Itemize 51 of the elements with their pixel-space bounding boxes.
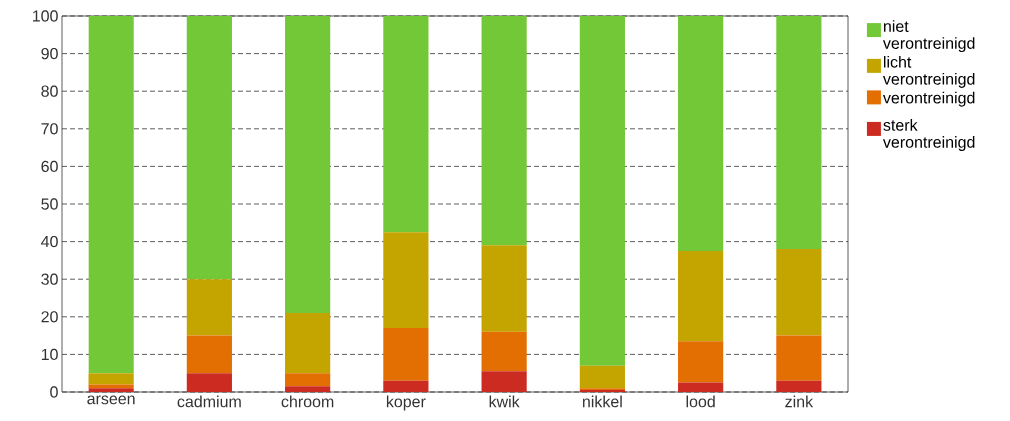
y-tick-label: 100	[33, 10, 58, 22]
bar	[186, 335, 232, 374]
bar	[186, 16, 232, 280]
bar	[678, 341, 724, 383]
y-tick-label: 50	[41, 198, 58, 210]
x-tick-label: cadmium	[177, 395, 241, 408]
bar	[186, 279, 232, 336]
bar	[776, 335, 822, 381]
y-tick-label: 10	[41, 348, 58, 361]
y-tick-label: 40	[41, 235, 58, 248]
bar	[678, 16, 724, 251]
x-tick-label: koper	[386, 395, 426, 411]
y-tick-label: 0	[50, 386, 58, 398]
x-tick-label: chroom	[281, 395, 334, 408]
bar	[678, 382, 724, 392]
bar	[481, 245, 527, 332]
y-tick-label: 30	[41, 273, 58, 285]
bar	[579, 16, 625, 366]
bar	[88, 373, 134, 385]
y-tick-label: 20	[41, 311, 58, 323]
bar	[383, 16, 429, 233]
x-tick-label: lood	[686, 395, 715, 408]
y-tick-label: 80	[41, 85, 58, 97]
legend-label: sterk verontreinigd	[882, 119, 975, 151]
bar	[383, 328, 429, 381]
bar	[776, 16, 822, 250]
bar	[186, 373, 232, 392]
y-tick-label: 70	[41, 123, 58, 135]
bar	[285, 386, 331, 392]
bar	[481, 16, 527, 246]
bar	[481, 331, 527, 372]
bar	[776, 249, 822, 336]
bar	[285, 16, 331, 314]
y-tick-label: 60	[41, 160, 58, 173]
x-tick-label: kwik	[489, 395, 520, 408]
bar	[285, 373, 331, 387]
y-tick-label: 90	[41, 47, 58, 60]
bar	[88, 384, 134, 389]
bar	[383, 232, 429, 329]
bar	[383, 380, 429, 392]
bar	[285, 313, 331, 374]
bar	[579, 365, 625, 389]
x-tick-label: zink	[785, 395, 814, 408]
bar	[88, 16, 134, 374]
x-tick-label: arseen	[87, 395, 135, 405]
bar	[88, 388, 134, 392]
x-tick-label: nikkel	[582, 395, 622, 408]
bar	[481, 371, 527, 392]
bar	[678, 251, 724, 342]
legend-label: verontreinigd	[882, 91, 975, 107]
bar	[776, 380, 822, 392]
